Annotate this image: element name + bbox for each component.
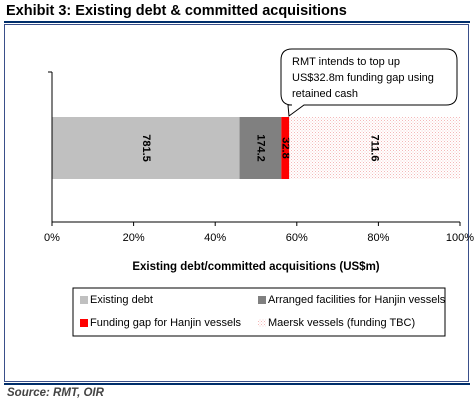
legend-label-4: Maersk vessels (funding TBC): [268, 317, 415, 329]
callout-text-line: retained cash: [292, 88, 358, 100]
x-tick-label: 0%: [44, 232, 60, 244]
segment-value-label-3: 32.8: [279, 137, 291, 158]
legend-swatch-1: [80, 296, 88, 304]
exhibit-title: Exhibit 3: Existing debt & committed acq…: [6, 3, 347, 19]
legend-label-2: Arranged facilities for Hanjin vessels: [268, 294, 446, 306]
x-tick-label: 20%: [123, 232, 145, 244]
segment-value-label-2: 174.2: [254, 134, 266, 162]
chart-frame: [4, 24, 469, 382]
bar-segment-3: [281, 117, 290, 179]
legend-swatch-4: [258, 319, 266, 327]
x-tick-label: 60%: [286, 232, 308, 244]
callout-text-line: RMT intends to top up: [292, 56, 400, 68]
segment-value-label-4: 711.6: [369, 135, 381, 162]
x-axis-title: Existing debt/committed acquisitions (US…: [132, 261, 379, 273]
x-tick-label: 100%: [446, 232, 474, 244]
legend-label-1: Existing debt: [90, 294, 153, 306]
source-rule: [4, 383, 470, 385]
bar-segment-2: [239, 117, 282, 179]
legend-swatch-2: [258, 296, 266, 304]
source-note: Source: RMT, OIR: [7, 387, 104, 399]
title-rule: [4, 21, 470, 23]
callout-text-line: US$32.8m funding gap using: [292, 72, 434, 84]
callout-bubble: [280, 48, 458, 117]
x-tick-label: 80%: [367, 232, 389, 244]
segment-value-label-1: 781.5: [140, 134, 152, 162]
legend-swatch-3: [80, 319, 88, 327]
bar-segment-1: [52, 117, 240, 179]
legend-label-3: Funding gap for Hanjin vessels: [90, 317, 242, 329]
x-tick-label: 40%: [204, 232, 226, 244]
bar-segment-4: [289, 117, 460, 179]
